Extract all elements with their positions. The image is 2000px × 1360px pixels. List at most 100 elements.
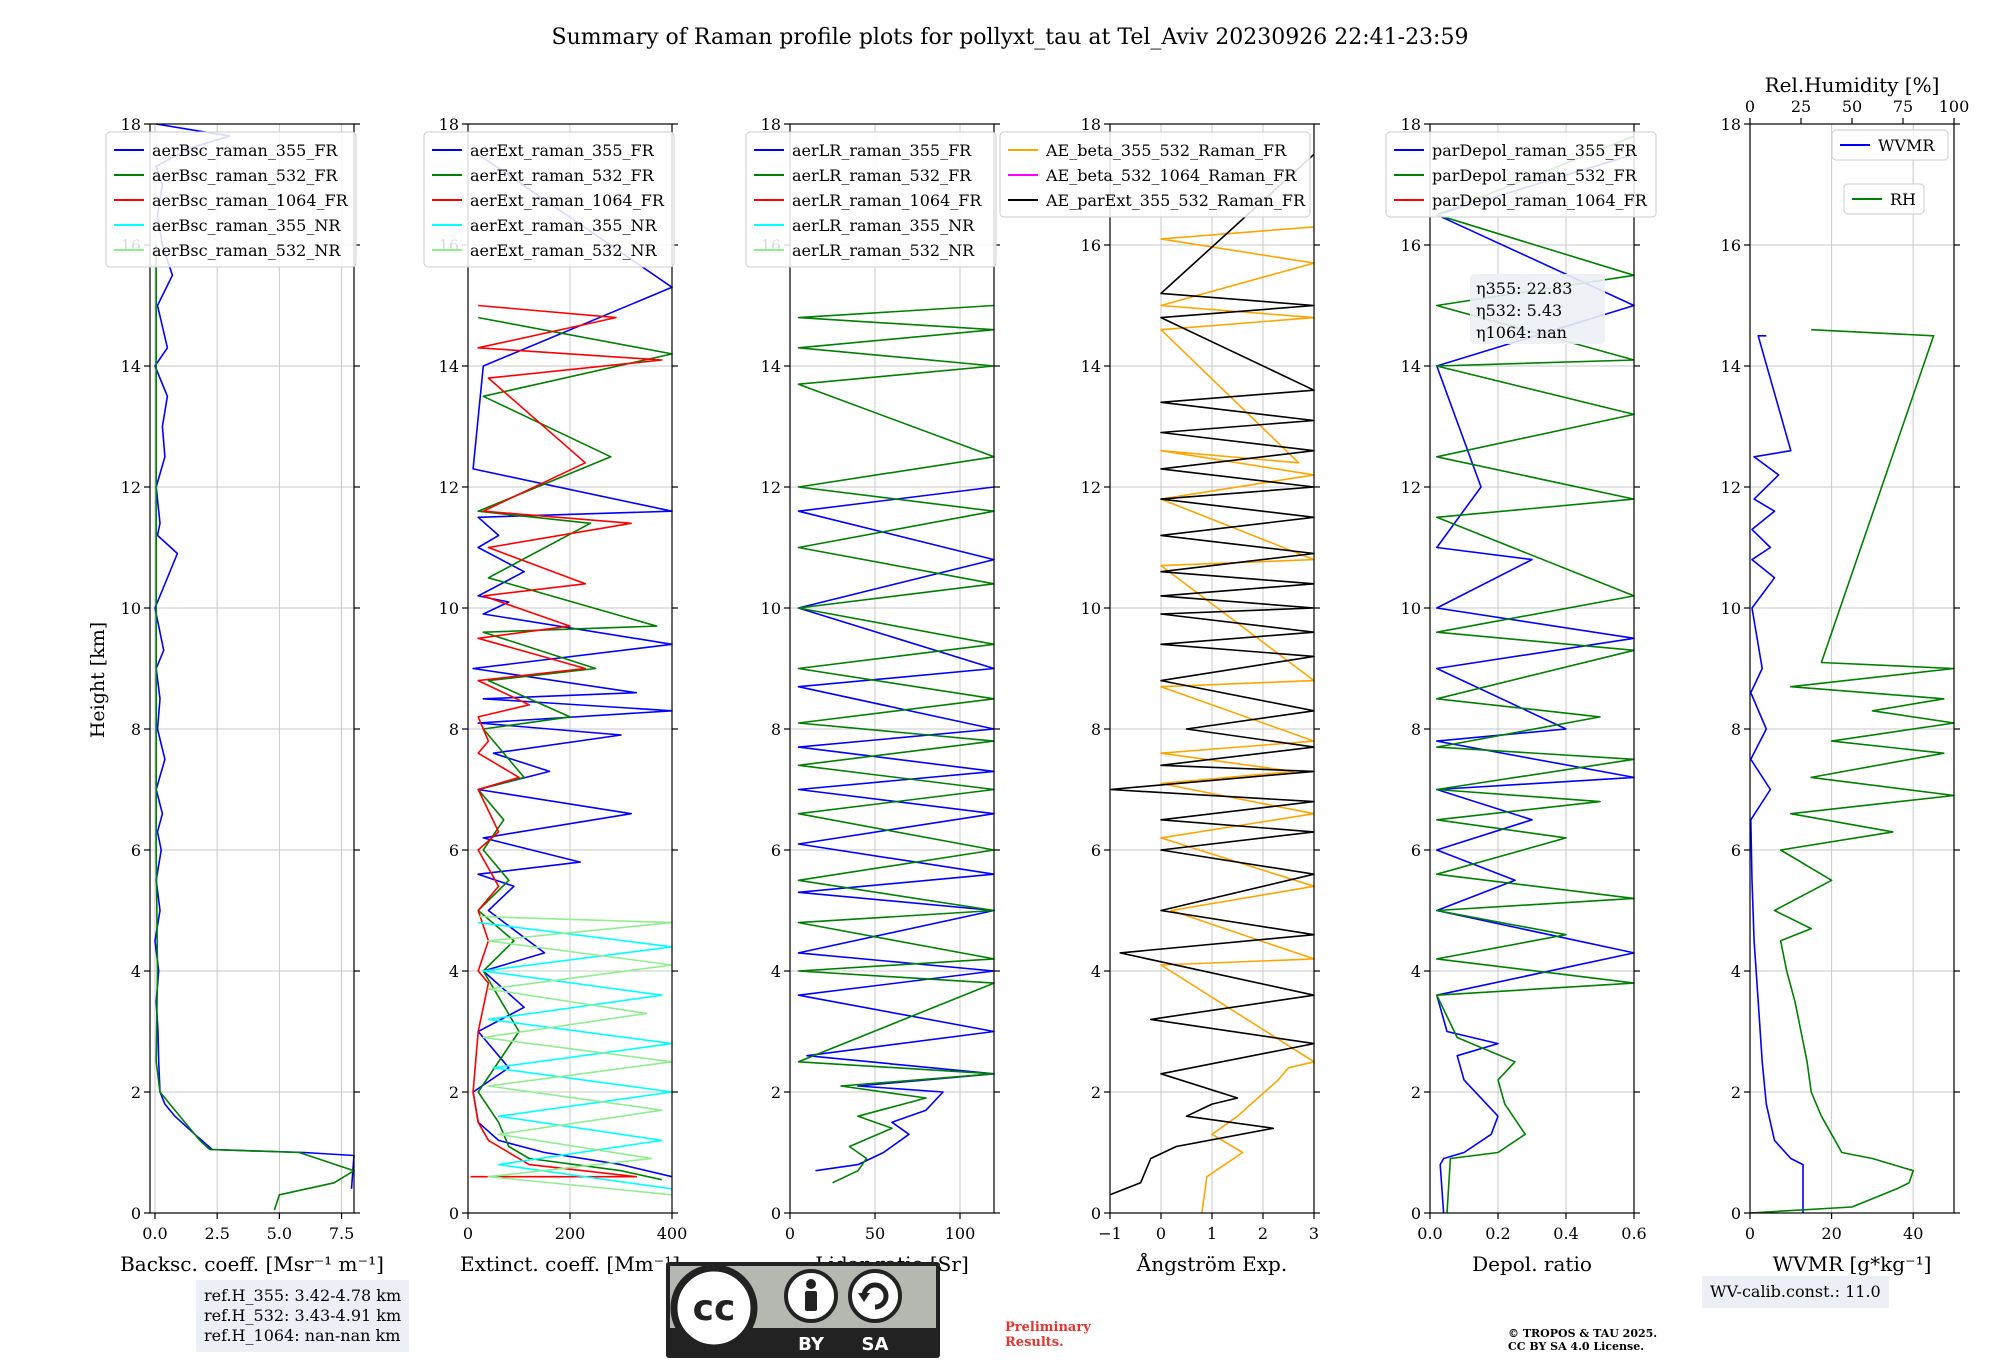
- x-tick-label: 0.0: [142, 1224, 167, 1243]
- series-AE_parExt_355_532_Raman_FR: [1109, 153, 1315, 1196]
- x-tick-label: 40: [1903, 1224, 1923, 1243]
- x-axis-label: WVMR [g*kg⁻¹]: [1773, 1252, 1932, 1276]
- legend-label: aerExt_raman_1064_FR: [470, 191, 665, 210]
- legend-label: aerExt_raman_532_NR: [470, 241, 658, 260]
- eta-annotation: η355: 22.83: [1476, 279, 1572, 298]
- y-tick-label: 18: [1081, 115, 1101, 134]
- y-tick-label: 4: [1731, 962, 1741, 981]
- panel-5: 0 2 4 6 8 10 12 14 16 18 0.0 0.2 0.4 0.6 Depol. ratio p…: [1385, 115, 1657, 1276]
- legend-box: [423, 131, 675, 268]
- y-tick-label: 6: [1091, 841, 1101, 860]
- y-tick-label: 2: [449, 1083, 459, 1102]
- x-tick-label: 0.6: [1621, 1224, 1646, 1243]
- copyright-line-2: CC BY SA 4.0 License.: [1508, 1340, 1645, 1353]
- legend-label: aerExt_raman_355_FR: [470, 141, 655, 160]
- series-WVMR: [1750, 335, 1804, 1213]
- eta-annotation: η1064: nan: [1476, 323, 1567, 342]
- x-tick-label: 50: [865, 1224, 885, 1243]
- axes-frame: [1429, 123, 1635, 1214]
- legend-label: AE_parExt_355_532_Raman_FR: [1045, 191, 1306, 210]
- y-tick-label: 18: [761, 115, 781, 134]
- y-tick-label: 8: [771, 720, 781, 739]
- cc-icon: [670, 1264, 758, 1352]
- panel-3: 024681012141618050100Lidar ratio [Sr]aer…: [745, 115, 1000, 1276]
- badge-sa-label: SA: [862, 1334, 889, 1355]
- axes-frame: [1749, 123, 1955, 1214]
- y-tick-label: 8: [1731, 720, 1741, 739]
- x-axis-label: Extinct. coeff. [Mm⁻¹]: [460, 1252, 680, 1276]
- x2-tick-label: 75: [1893, 97, 1913, 116]
- y-tick-label: 10: [761, 599, 781, 618]
- series-aerExt_raman_355_FR: [472, 153, 673, 1178]
- legend-label: aerLR_raman_1064_FR: [792, 191, 982, 210]
- y-tick-label: 16: [1401, 236, 1421, 255]
- legend-label: AE_beta_532_1064_Raman_FR: [1045, 166, 1297, 185]
- x-tick-label: 2: [1258, 1224, 1268, 1243]
- x-axis-label: Ångström Exp.: [1136, 1251, 1287, 1276]
- y-tick-label: 14: [1081, 357, 1101, 376]
- axes-frame: [789, 123, 995, 1214]
- y-tick-label: 6: [131, 841, 141, 860]
- y-tick-label: 12: [121, 478, 141, 497]
- x2-axis-label: Rel.Humidity [%]: [1765, 73, 1940, 97]
- sa-icon: [848, 1269, 902, 1323]
- x-axis-label: Backsc. coeff. [Msr⁻¹ m⁻¹]: [120, 1252, 384, 1276]
- legend-box: [105, 131, 357, 268]
- y-tick-label: 0: [771, 1204, 781, 1223]
- legend-box: [999, 131, 1311, 218]
- x-tick-label: 200: [555, 1224, 586, 1243]
- x-tick-label: 5.0: [267, 1224, 292, 1243]
- legend-label: aerLR_raman_355_FR: [792, 141, 972, 160]
- legend-label: parDepol_raman_355_FR: [1432, 141, 1638, 160]
- x-tick-label: 0.4: [1553, 1224, 1578, 1243]
- series-aerExt_raman_1064_FR: [470, 304, 663, 1178]
- y-tick-label: 14: [761, 357, 781, 376]
- y-tick-label: 10: [1721, 599, 1741, 618]
- legend-label: aerLR_raman_532_NR: [792, 241, 975, 260]
- badge-by-label: BY: [798, 1334, 825, 1355]
- series-aerExt_raman_532_FR: [477, 316, 673, 1181]
- legend-label: RH: [1890, 190, 1916, 209]
- series-aerExt_raman_532_NR: [478, 915, 673, 1196]
- y-tick-label: 0: [1091, 1204, 1101, 1223]
- axes-frame: [149, 123, 355, 1214]
- legend-box: [1831, 129, 1949, 161]
- x-tick-label: 0: [1156, 1224, 1166, 1243]
- y-tick-label: 14: [1721, 357, 1741, 376]
- legend-label: aerBsc_raman_1064_FR: [152, 191, 349, 210]
- y-tick-label: 0: [131, 1204, 141, 1223]
- y-tick-label: 2: [1411, 1083, 1421, 1102]
- series-aerBsc_raman_532_FR: [155, 245, 355, 1211]
- series-aerBsc_raman_355_FR: [154, 123, 355, 1189]
- y-tick-label: 4: [771, 962, 781, 981]
- series-parDepol_raman_355_FR: [1436, 153, 1635, 1214]
- y-tick-label: 12: [1401, 478, 1421, 497]
- x2-tick-label: 50: [1842, 97, 1862, 116]
- x-tick-label: 0.2: [1485, 1224, 1510, 1243]
- y-axis-label: Height [km]: [87, 622, 109, 738]
- legend-label: aerBsc_raman_532_NR: [152, 241, 341, 260]
- svg-text:cc: cc: [693, 1288, 736, 1329]
- y-tick-label: 6: [1731, 841, 1741, 860]
- y-tick-label: 14: [121, 357, 141, 376]
- y-tick-label: 10: [121, 599, 141, 618]
- copyright-line-1: © TROPOS & TAU 2025.: [1508, 1327, 1658, 1340]
- series-parDepol_raman_532_FR: [1436, 135, 1635, 1214]
- legend-label: aerLR_raman_532_FR: [792, 166, 972, 185]
- preliminary-note: Preliminary Results.: [1005, 1320, 1091, 1350]
- x-tick-label: 1: [1207, 1224, 1217, 1243]
- y-tick-label: 8: [449, 720, 459, 739]
- y-tick-label: 4: [131, 962, 141, 981]
- legend-label: WVMR: [1878, 136, 1935, 155]
- x-axis-label: Depol. ratio: [1472, 1252, 1592, 1276]
- y-tick-label: 0: [449, 1204, 459, 1223]
- y-tick-label: 2: [131, 1083, 141, 1102]
- x-tick-label: 100: [945, 1224, 976, 1243]
- x-tick-label: 0: [463, 1224, 473, 1243]
- y-tick-label: 0: [1731, 1204, 1741, 1223]
- legend-label: aerExt_raman_532_FR: [470, 166, 655, 185]
- y-tick-label: 14: [1401, 357, 1421, 376]
